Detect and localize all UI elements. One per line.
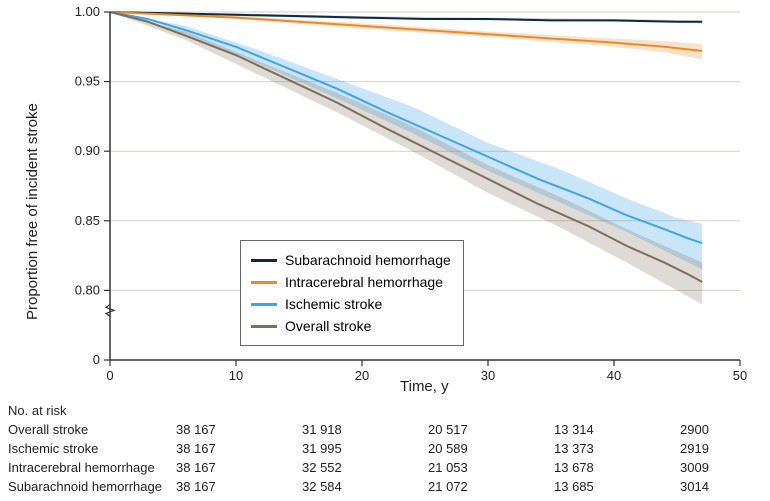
risk-cell: 20 589 [428,441,554,456]
risk-row-label: Overall stroke [8,422,176,437]
table-row: Intracerebral hemorrhage38 16732 55221 0… [8,458,770,477]
risk-cell: 32 552 [302,460,428,475]
legend-item: Overall stroke [251,315,451,337]
svg-text:0.85: 0.85 [75,213,100,228]
risk-cell: 13 314 [554,422,680,437]
at-risk-header: No. at risk [8,403,770,418]
svg-text:10: 10 [229,368,243,383]
svg-text:50: 50 [733,368,747,383]
risk-cell: 3009 [680,460,770,475]
svg-text:0: 0 [106,368,113,383]
risk-cell: 13 685 [554,479,680,494]
risk-row-label: Subarachnoid hemorrhage [8,479,176,494]
svg-text:20: 20 [355,368,369,383]
risk-cell: 21 053 [428,460,554,475]
svg-text:40: 40 [607,368,621,383]
risk-cell: 20 517 [428,422,554,437]
svg-text:0.95: 0.95 [75,74,100,89]
table-row: Subarachnoid hemorrhage38 16732 58421 07… [8,477,770,496]
legend-label: Subarachnoid hemorrhage [285,252,451,268]
legend-label: Overall stroke [285,318,371,334]
legend-swatch [251,303,277,306]
x-axis-label: Time, y [400,378,449,395]
legend-swatch [251,325,277,328]
risk-cell: 38 167 [176,422,302,437]
legend-label: Ischemic stroke [285,296,382,312]
risk-cell: 31 918 [302,422,428,437]
risk-cell: 38 167 [176,479,302,494]
at-risk-table: No. at risk Overall stroke38 16731 91820… [8,403,770,496]
risk-row-label: Intracerebral hemorrhage [8,460,176,475]
svg-text:1.00: 1.00 [75,4,100,19]
risk-row-label: Ischemic stroke [8,441,176,456]
legend: Subarachnoid hemorrhage Intracerebral hem… [240,240,464,346]
svg-text:0.80: 0.80 [75,282,100,297]
legend-label: Intracerebral hemorrhage [285,274,443,290]
risk-cell: 38 167 [176,460,302,475]
risk-cell: 31 995 [302,441,428,456]
svg-text:0.90: 0.90 [75,143,100,158]
risk-cell: 21 072 [428,479,554,494]
risk-cell: 2919 [680,441,770,456]
risk-cell: 3014 [680,479,770,494]
legend-swatch [251,281,277,284]
risk-cell: 38 167 [176,441,302,456]
table-row: Ischemic stroke38 16731 99520 58913 3732… [8,439,770,458]
legend-item: Subarachnoid hemorrhage [251,249,451,271]
risk-cell: 13 373 [554,441,680,456]
svg-text:30: 30 [481,368,495,383]
table-row: Overall stroke38 16731 91820 51713 31429… [8,420,770,439]
risk-cell: 32 584 [302,479,428,494]
risk-cell: 13 678 [554,460,680,475]
risk-cell: 2900 [680,422,770,437]
legend-swatch [251,259,277,262]
legend-item: Ischemic stroke [251,293,451,315]
svg-text:0: 0 [93,352,100,367]
legend-item: Intracerebral hemorrhage [251,271,451,293]
y-axis-label: Proportion free of incident stroke [24,103,41,320]
